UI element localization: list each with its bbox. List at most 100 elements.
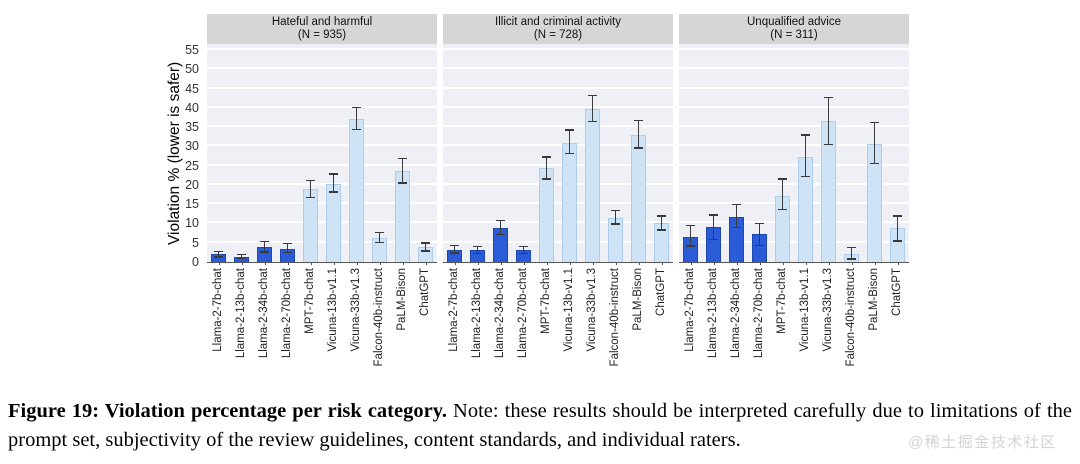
- error-bar-cap: [352, 128, 361, 130]
- error-bar-cap: [306, 197, 315, 199]
- bar: [631, 134, 646, 262]
- gridline: [443, 163, 673, 166]
- x-axis-label: PaLM-Bison: [631, 268, 644, 331]
- error-bar-line: [827, 96, 830, 146]
- error-bar-cap: [237, 253, 246, 256]
- error-bar: [329, 173, 338, 193]
- error-bar-cap: [565, 129, 574, 131]
- error-bar-line: [735, 203, 738, 229]
- error-bar-line: [660, 215, 663, 231]
- x-axis-tick: [874, 262, 876, 265]
- error-bar-cap: [755, 223, 764, 225]
- y-tick-label: 15: [185, 197, 199, 212]
- x-axis-label: PaLM-Bison: [395, 268, 408, 331]
- error-bar-cap: [588, 95, 597, 97]
- x-axis-label: Falcon-40b-instruct: [372, 268, 385, 367]
- x-axis-line: [207, 261, 437, 263]
- y-tick-label: 45: [185, 81, 199, 96]
- x-axis-labels: Llama-2-7b-chat Llama-2-13b-chat Llama-2-3…: [679, 262, 909, 384]
- x-axis-label: ChatGPT: [890, 268, 903, 316]
- y-tick-label: 30: [185, 139, 199, 154]
- gridline: [679, 240, 909, 243]
- gridline: [679, 182, 909, 185]
- gridline: [443, 67, 673, 70]
- error-bar: [375, 231, 384, 244]
- error-bar: [709, 214, 718, 241]
- gridline: [443, 144, 673, 147]
- x-axis-label: Vicuna-13b-v1.1: [326, 268, 339, 352]
- y-tick-label: 25: [185, 158, 199, 173]
- error-bar-cap: [732, 227, 741, 229]
- bar: [326, 183, 341, 262]
- x-axis-tick: [661, 262, 663, 265]
- x-axis-tick: [615, 262, 617, 265]
- error-bar: [657, 215, 666, 231]
- gridline: [207, 125, 437, 128]
- error-bar-cap: [306, 179, 315, 181]
- panel-n-count: (N = 311): [770, 29, 818, 41]
- error-bar-cap: [519, 253, 528, 255]
- x-axis-label: Vicuna-33b-v1.3: [821, 268, 834, 352]
- chart-panel: Hateful and harmful (N = 935) Llama-2-7b-c…: [207, 14, 437, 384]
- error-bar-cap: [847, 258, 856, 260]
- violation-bar-chart: Hateful and harmful (N = 935) Llama-2-7b-c…: [207, 14, 909, 384]
- gridline: [207, 221, 437, 224]
- x-axis-label: Llama-2-13b-chat: [234, 268, 247, 359]
- error-bar-cap: [847, 246, 856, 249]
- error-bar-cap: [709, 214, 718, 216]
- x-axis-label: Llama-2-7b-chat: [683, 268, 696, 352]
- x-axis-tick: [546, 262, 548, 265]
- caption-note-text: Note: these results should be interprete…: [8, 400, 1072, 451]
- panel-plot: [679, 44, 909, 263]
- x-axis-tick: [264, 262, 266, 265]
- error-bar-cap: [893, 215, 902, 217]
- panel-header: Hateful and harmful (N = 935): [207, 14, 437, 44]
- error-bar-line: [476, 245, 479, 255]
- x-axis-label: Falcon-40b-instruct: [844, 268, 857, 367]
- error-bar-line: [591, 95, 594, 123]
- gridline: [679, 202, 909, 205]
- x-axis-labels: Llama-2-7b-chat Llama-2-13b-chat Llama-2-3…: [443, 262, 673, 384]
- error-bar-line: [378, 231, 381, 244]
- error-bar: [686, 224, 695, 247]
- x-axis-label: Llama-2-70b-chat: [752, 268, 765, 359]
- panel-header: Illicit and criminal activity (N = 728): [443, 14, 673, 44]
- error-bar-cap: [260, 240, 269, 243]
- x-axis-label: MPT-7b-chat: [539, 268, 552, 334]
- y-tick-label: 10: [185, 216, 199, 231]
- error-bar-cap: [496, 233, 505, 236]
- error-bar-cap: [801, 134, 810, 136]
- error-bar-line: [453, 244, 456, 254]
- error-bar-line: [332, 173, 335, 193]
- x-axis-tick: [333, 262, 335, 265]
- panel-plot: [443, 44, 673, 263]
- error-bar-line: [637, 120, 640, 149]
- x-axis-tick: [241, 262, 243, 265]
- bar: [585, 108, 600, 262]
- error-bar: [473, 245, 482, 255]
- x-axis-tick: [402, 262, 404, 265]
- x-axis-tick: [897, 262, 899, 265]
- error-bar-cap: [657, 215, 666, 217]
- bar: [349, 119, 364, 262]
- error-bar-cap: [778, 178, 787, 180]
- error-bar-line: [896, 215, 899, 242]
- x-axis-label: Llama-2-7b-chat: [211, 268, 224, 352]
- error-bar-cap: [657, 229, 666, 231]
- error-bar-cap: [496, 219, 505, 221]
- error-bar-cap: [260, 251, 269, 253]
- x-axis-label: MPT-7b-chat: [303, 268, 316, 334]
- x-axis-tick: [638, 262, 640, 265]
- error-bar-line: [355, 106, 358, 130]
- error-bar: [260, 240, 269, 253]
- error-bar-cap: [473, 253, 482, 255]
- error-bar: [542, 156, 551, 180]
- error-bar: [847, 246, 856, 260]
- caption-bold-text: Figure 19: Violation percentage per risk…: [8, 400, 447, 422]
- panel-plot: [207, 44, 437, 263]
- error-bar-cap: [634, 120, 643, 122]
- gridline: [207, 144, 437, 147]
- error-bar: [214, 250, 223, 258]
- panel-n-count: (N = 935): [297, 29, 347, 41]
